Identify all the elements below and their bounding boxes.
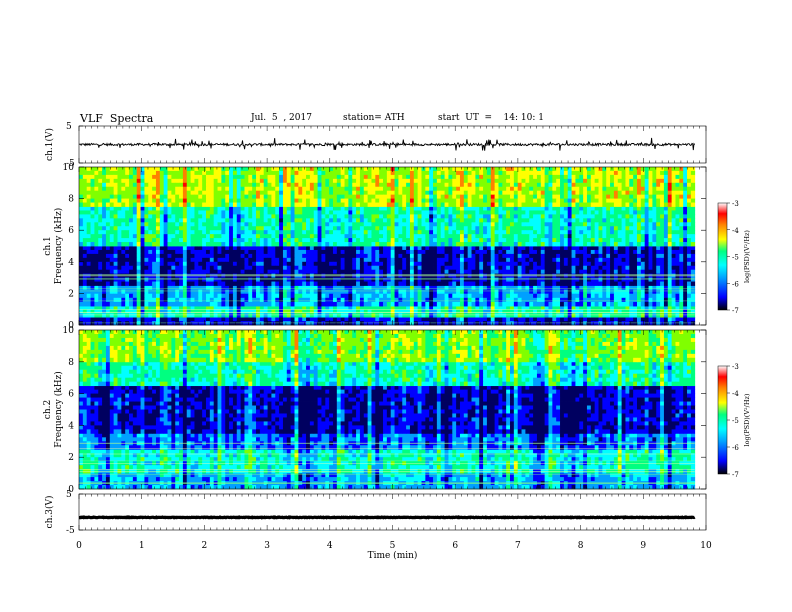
ch1-timeseries-trace <box>79 137 696 151</box>
ch1-spectrogram-panel: 0 2 4 6 8 10 ch.1 Frequency (kHz) -3 -4 -5 -6 -7 log(… <box>43 163 751 331</box>
ytick-label: 6 <box>68 390 74 400</box>
ytick-label: 2 <box>68 289 74 299</box>
ytick-label: 5 <box>66 122 72 132</box>
colorbar-tick-label: -6 <box>732 280 739 288</box>
ch2-spectrogram-colorbar-label: log(PSD)(V²/Hz) <box>743 393 751 446</box>
colorbar-tick-label: -7 <box>732 307 739 315</box>
xtick-label: 9 <box>640 541 646 551</box>
ch3-timeseries-frame <box>78 493 707 531</box>
ch2-spectrogram-panel: 0 2 4 6 8 10 ch.2 Frequency (kHz) -3 -4 -5 -6 -7 log(… <box>43 326 751 495</box>
xtick-label: 6 <box>452 541 458 551</box>
colorbar-tick-label: -4 <box>732 390 739 398</box>
xtick-label: 0 <box>76 541 82 551</box>
ytick-label: 0 <box>68 321 74 331</box>
x-axis-label: Time (min) <box>368 550 418 561</box>
ch1-timeseries-panel: 5 -5 ch.1(V) <box>44 122 707 169</box>
xtick-label: 3 <box>264 541 270 551</box>
ytick-label: -5 <box>66 526 75 536</box>
colorbar-tick-label: -6 <box>732 444 739 452</box>
ytick-label: 10 <box>63 326 75 336</box>
ch1-timeseries-ylabel: ch.1(V) <box>44 128 55 161</box>
xtick-label: 7 <box>515 541 521 551</box>
colorbar-tick-label: -5 <box>732 254 739 262</box>
ch3-timeseries-ylabel: ch.3(V) <box>44 496 55 529</box>
xtick-label: 5 <box>390 541 396 551</box>
ytick-label: 4 <box>68 421 74 431</box>
ytick-label: 0 <box>68 485 74 495</box>
ch1-spectrogram-ylabel-channel: ch.1 <box>43 236 53 255</box>
xtick-label: 2 <box>202 541 208 551</box>
ch1-spectrogram-colorbar-label: log(PSD)(V²/Hz) <box>743 230 751 283</box>
colorbar-tick-label: -5 <box>732 417 739 425</box>
start-time-label: start UT = 14: 10: 1 <box>438 113 544 123</box>
ytick-label: 6 <box>68 226 74 236</box>
station-label: station= ATH <box>343 113 405 123</box>
ch2-spectrogram-ylabel-channel: ch.2 <box>43 400 53 419</box>
colorbar-tick-label: -3 <box>732 200 739 208</box>
ch2-spectrogram-ylabel-frequency: Frequency (kHz) <box>53 371 64 448</box>
ytick-label: 8 <box>68 195 74 205</box>
colorbar-tick-label: -4 <box>732 227 739 235</box>
figure-title: VLF Spectra <box>80 112 154 125</box>
xtick-label: 8 <box>578 541 584 551</box>
ytick-label: -5 <box>66 159 75 169</box>
ch2-spectrogram-colorbar <box>717 365 728 475</box>
ytick-label: 5 <box>66 490 72 500</box>
ch1-spectrogram-colorbar <box>717 202 728 311</box>
colorbar-tick-label: -3 <box>732 363 739 371</box>
xtick-label: 1 <box>139 541 145 551</box>
x-axis: 0 1 2 3 4 5 6 7 8 9 10 Time (min) <box>76 541 712 561</box>
ytick-label: 4 <box>68 258 74 268</box>
ch3-timeseries-trace <box>79 515 696 520</box>
ch3-timeseries-panel: 5 -5 ch.3(V) <box>44 490 707 536</box>
colorbar-tick-label: -7 <box>732 471 739 479</box>
ytick-label: 2 <box>68 453 74 463</box>
date-label: Jul. 5 , 2017 <box>251 113 312 123</box>
ytick-label: 8 <box>68 358 74 368</box>
xtick-label: 10 <box>700 541 712 551</box>
ch1-spectrogram-ylabel-frequency: Frequency (kHz) <box>53 208 64 285</box>
ytick-label: 10 <box>63 163 75 173</box>
xtick-label: 4 <box>327 541 333 551</box>
